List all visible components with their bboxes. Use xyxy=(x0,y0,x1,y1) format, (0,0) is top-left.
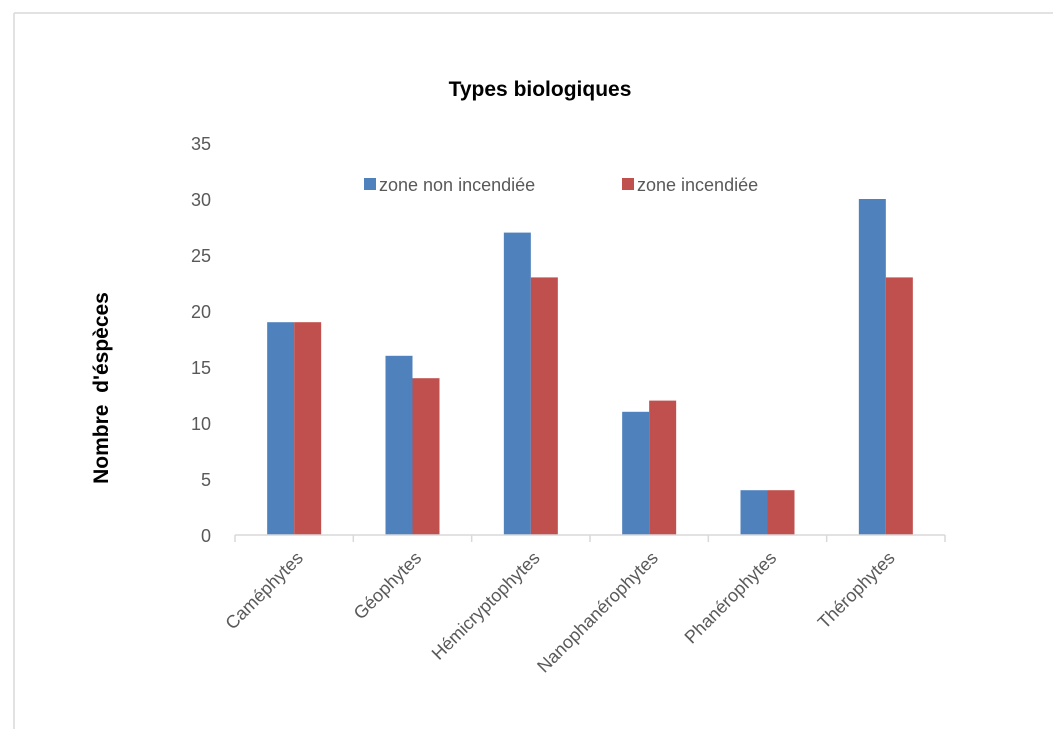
y-tick-label: 35 xyxy=(191,134,211,154)
bar-zone-incendiee xyxy=(294,322,322,535)
chart-title: Types biologiques xyxy=(449,78,632,101)
legend-swatch xyxy=(622,178,634,190)
x-tick-label: Hémicryptophytes xyxy=(428,548,544,664)
bar-zone-incendiee xyxy=(530,277,558,535)
x-tick-label: Nanophanérophytes xyxy=(533,548,662,677)
y-axis-ticks: 0 5 10 15 20 25 30 35 xyxy=(191,134,211,546)
bar-zone-non-incendiee xyxy=(503,232,531,535)
legend-label: zone non incendiée xyxy=(379,175,535,195)
bar-zone-non-incendiee xyxy=(385,355,413,535)
y-tick-label: 30 xyxy=(191,190,211,210)
y-tick-label: 5 xyxy=(201,470,211,490)
bar-zone-non-incendiee xyxy=(858,199,886,535)
y-tick-label: 0 xyxy=(201,526,211,546)
bar-zone-incendiee xyxy=(885,277,913,535)
legend: zone non incendiée zone incendiée xyxy=(364,175,758,195)
bar-zone-non-incendiee xyxy=(622,411,650,535)
bar-zone-incendiee xyxy=(649,400,677,535)
y-tick-label: 15 xyxy=(191,358,211,378)
y-tick-label: 10 xyxy=(191,414,211,434)
y-axis-label: Nombre d'éspèces xyxy=(90,292,113,484)
x-tick-label: Thérophytes xyxy=(814,548,899,633)
x-axis-labels: Caméphytes Géophytes HémicryptophytesNanop… xyxy=(221,548,898,677)
bar-zone-incendiee xyxy=(412,378,440,535)
y-tick-label: 25 xyxy=(191,246,211,266)
bar-zone-non-incendiee xyxy=(267,322,295,535)
bars-group xyxy=(267,199,913,535)
y-tick-label: 20 xyxy=(191,302,211,322)
legend-label: zone incendiée xyxy=(637,175,758,195)
x-tick-label: Phanérophytes xyxy=(681,548,781,648)
x-tick-label: Géophytes xyxy=(350,548,426,624)
legend-swatch xyxy=(364,178,376,190)
x-axis-ticks xyxy=(234,535,946,542)
bar-zone-non-incendiee xyxy=(740,490,768,535)
bar-zone-incendiee xyxy=(767,490,795,535)
x-tick-label: Caméphytes xyxy=(221,548,307,634)
